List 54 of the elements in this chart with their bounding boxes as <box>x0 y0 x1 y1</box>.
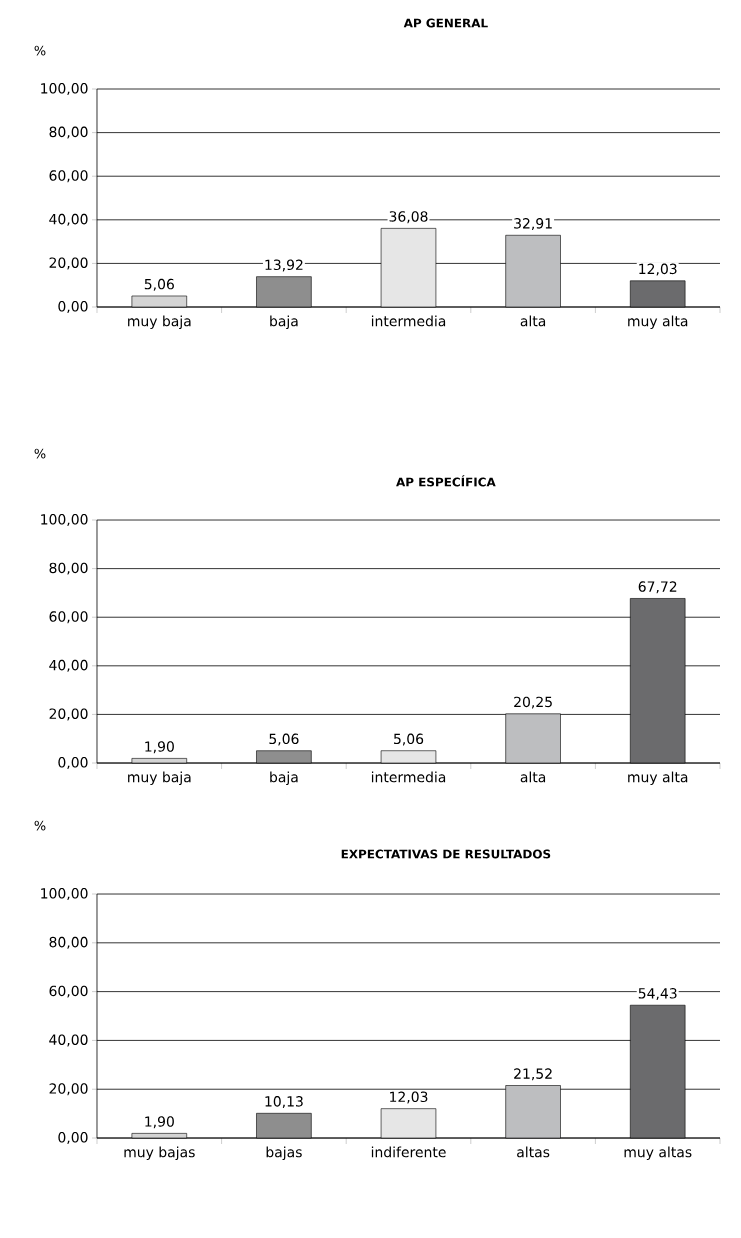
x-tick-label: muy bajas <box>124 1146 195 1161</box>
data-label: 36,08 <box>389 211 428 224</box>
x-tick-label: muy alta <box>628 315 688 330</box>
x-tick-label: indiferente <box>371 1146 446 1158</box>
y-tick-label: 20,00 <box>49 708 88 721</box>
y-tick-label: 100,00 <box>41 514 88 527</box>
data-label: 12,03 <box>639 263 677 276</box>
y-tick-label: 20,00 <box>49 257 88 270</box>
x-tick-label: muy baja <box>128 315 191 330</box>
y-tick-label: 0,00 <box>58 757 88 770</box>
chart-title: AP GENERAL <box>403 18 488 28</box>
data-label: 54,43 <box>638 988 677 1001</box>
x-tick-label: muy baja <box>128 771 191 786</box>
y-tick-label: 80,00 <box>49 126 88 139</box>
x-tick-label: baja <box>270 771 298 786</box>
y-tick-label: 0,00 <box>58 1132 88 1145</box>
x-tick-label: bajas <box>266 1146 302 1161</box>
y-tick-label: 60,00 <box>49 985 88 998</box>
y-tick-label: 80,00 <box>49 562 88 575</box>
data-label: 12,03 <box>390 1091 428 1104</box>
data-label: 1,90 <box>145 1116 174 1129</box>
data-label: 32,91 <box>514 218 552 231</box>
x-tick-label: alta <box>520 315 546 327</box>
x-tick-label: altas <box>517 1146 550 1158</box>
y-tick-label: 40,00 <box>49 1034 88 1047</box>
y-axis-title: % <box>34 448 46 459</box>
y-tick-label: 60,00 <box>49 611 88 624</box>
data-label: 20,25 <box>514 696 552 709</box>
y-tick-label: 40,00 <box>49 659 88 672</box>
chart-title: AP ESPECÍFICA <box>396 475 496 487</box>
x-tick-label: intermedia <box>371 771 446 783</box>
x-tick-label: muy altas <box>624 1146 692 1161</box>
data-label: 10,13 <box>265 1096 303 1109</box>
data-label: 21,52 <box>514 1068 552 1081</box>
y-tick-label: 0,00 <box>58 301 88 314</box>
data-label: 67,72 <box>638 581 677 594</box>
x-tick-label: alta <box>520 771 546 783</box>
data-label: 5,06 <box>394 733 424 746</box>
y-tick-label: 100,00 <box>41 83 88 95</box>
data-label: 13,92 <box>265 259 303 272</box>
y-tick-label: 100,00 <box>41 888 88 901</box>
y-axis-title: % <box>34 45 46 56</box>
chart-title: EXPECTATIVAS DE RESULTADOS <box>341 849 551 859</box>
y-tick-label: 40,00 <box>49 213 88 226</box>
data-label: 5,06 <box>269 733 299 746</box>
x-tick-label: intermedia <box>371 315 446 327</box>
data-label: 1,90 <box>145 741 174 754</box>
x-tick-label: muy alta <box>628 771 688 786</box>
x-tick-label: baja <box>270 315 298 330</box>
y-tick-label: 60,00 <box>49 170 88 183</box>
y-tick-label: 80,00 <box>49 936 88 949</box>
y-tick-label: 20,00 <box>49 1083 88 1096</box>
data-label: 5,06 <box>144 278 174 291</box>
y-axis-title: % <box>34 820 46 831</box>
